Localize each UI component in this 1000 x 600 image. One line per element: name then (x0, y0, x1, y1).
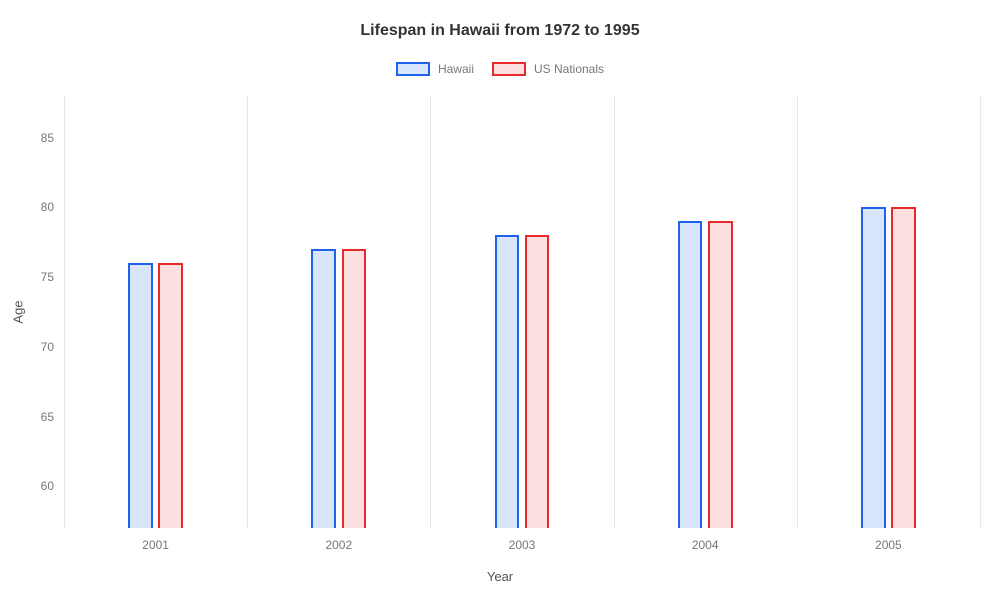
lifespan-chart: Lifespan in Hawaii from 1972 to 1995 Haw… (0, 0, 1000, 600)
bar (311, 249, 336, 528)
y-tick-label: 70 (41, 340, 54, 354)
y-axis-title: Age (11, 300, 26, 323)
y-tick-label: 75 (41, 270, 54, 284)
y-tick-label: 60 (41, 479, 54, 493)
gridline (797, 96, 798, 528)
x-axis-title: Year (0, 569, 1000, 584)
chart-legend: Hawaii US Nationals (0, 62, 1000, 76)
x-tick-label: 2004 (692, 538, 719, 552)
bar (342, 249, 367, 528)
legend-label: Hawaii (438, 62, 474, 76)
x-tick-label: 2002 (325, 538, 352, 552)
bar (708, 221, 733, 528)
x-tick-label: 2003 (509, 538, 536, 552)
x-tick-label: 2001 (142, 538, 169, 552)
bar (891, 207, 916, 528)
gridline (980, 96, 981, 528)
bar (495, 235, 520, 528)
gridline (614, 96, 615, 528)
bar (525, 235, 550, 528)
gridline (247, 96, 248, 528)
bar (158, 263, 183, 528)
legend-item: US Nationals (492, 62, 604, 76)
legend-item: Hawaii (396, 62, 474, 76)
x-tick-label: 2005 (875, 538, 902, 552)
y-tick-label: 80 (41, 200, 54, 214)
bar (678, 221, 703, 528)
gridline (64, 96, 65, 528)
bar (861, 207, 886, 528)
gridline (430, 96, 431, 528)
legend-label: US Nationals (534, 62, 604, 76)
y-tick-label: 65 (41, 410, 54, 424)
legend-swatch (492, 62, 526, 76)
chart-title: Lifespan in Hawaii from 1972 to 1995 (0, 22, 1000, 40)
plot-area: 60657075808520012002200320042005 (64, 96, 980, 528)
legend-swatch (396, 62, 430, 76)
bar (128, 263, 153, 528)
y-tick-label: 85 (41, 131, 54, 145)
